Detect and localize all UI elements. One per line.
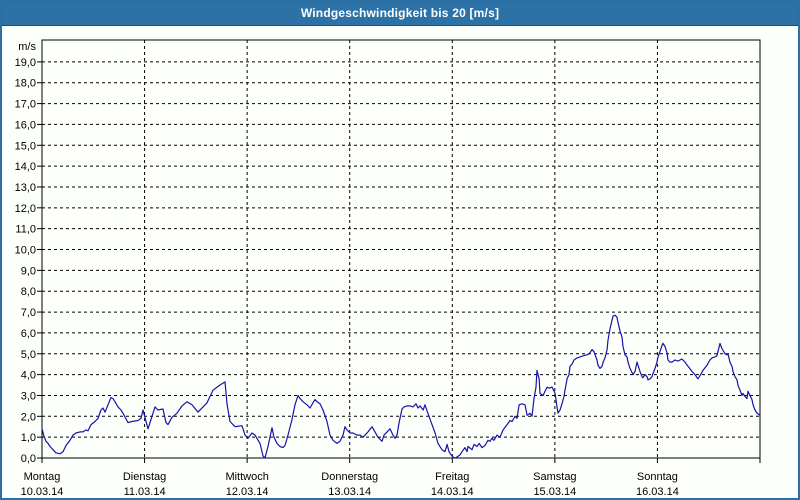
plot-border [41, 39, 761, 459]
y-axis-unit-label: m/s [18, 41, 36, 53]
x-axis-date-label: 12.03.14 [226, 486, 269, 498]
chart-titlebar: Windgeschwindigkeit bis 20 [m/s] [0, 0, 800, 26]
y-axis-tick-label: 12,0 [15, 203, 36, 215]
y-axis-tick-label: 18,0 [15, 78, 36, 90]
y-axis-tick-label: 8,0 [21, 286, 36, 298]
x-axis-date-label: 13.03.14 [328, 486, 371, 498]
wind-speed-series-line [41, 314, 761, 459]
x-axis-day-label: Mittwoch [225, 471, 268, 483]
y-axis-tick-label: 13,0 [15, 182, 36, 194]
x-axis-date-label: 14.03.14 [431, 486, 474, 498]
x-axis-date-label: 10.03.14 [21, 486, 64, 498]
y-axis-tick-label: 2,0 [21, 411, 36, 423]
y-axis-tick-label: 4,0 [21, 370, 36, 382]
x-axis-date-label: 11.03.14 [124, 486, 166, 498]
y-axis-tick-label: 17,0 [15, 99, 36, 111]
x-axis-day-label: Samstag [533, 471, 576, 483]
x-axis-day-label: Freitag [435, 471, 469, 483]
y-axis-tick-label: 9,0 [21, 265, 36, 277]
x-axis-day-label: Montag [24, 471, 61, 483]
y-axis-tick-label: 0,0 [21, 453, 36, 465]
x-axis-date-label: 16.03.14 [636, 486, 679, 498]
y-axis-tick-label: 5,0 [21, 349, 36, 361]
x-axis-day-label: Sonntag [637, 471, 678, 483]
x-axis-day-label: Dienstag [123, 471, 166, 483]
y-axis-tick-label: 16,0 [15, 119, 36, 131]
y-axis-tick-label: 11,0 [15, 224, 36, 236]
y-axis-tick-label: 15,0 [15, 140, 36, 152]
y-axis-tick-label: 7,0 [21, 307, 36, 319]
x-axis-date-label: 15.03.14 [533, 486, 576, 498]
chart-title: Windgeschwindigkeit bis 20 [m/s] [300, 5, 500, 20]
y-axis-tick-label: 14,0 [15, 161, 36, 173]
y-axis-tick-label: 19,0 [15, 57, 36, 69]
y-axis-tick-label: 3,0 [21, 390, 36, 402]
y-axis-tick-label: 6,0 [21, 328, 36, 340]
y-axis-tick-label: 10,0 [15, 245, 36, 257]
y-axis-tick-label: 1,0 [21, 432, 36, 444]
x-axis-day-label: Donnerstag [321, 471, 378, 483]
